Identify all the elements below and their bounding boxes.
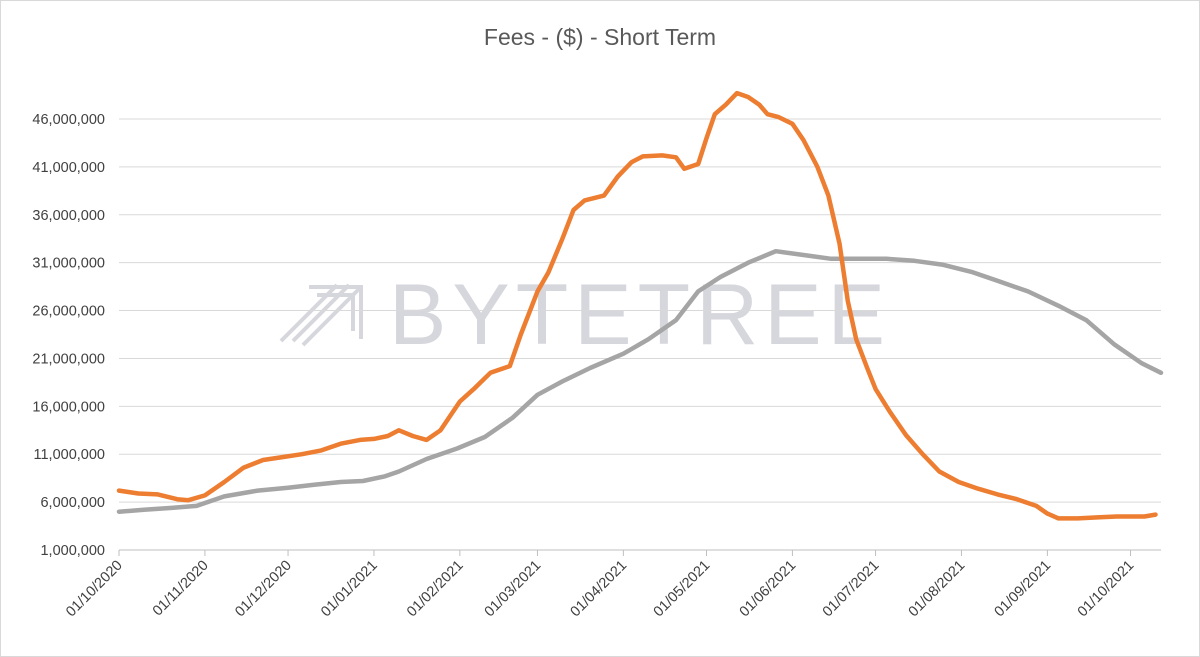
x-tick-label: 01/08/2021 <box>906 558 969 621</box>
x-tick-label: 01/03/2021 <box>482 558 545 621</box>
x-tick-label: 01/11/2020 <box>150 558 212 620</box>
y-tick-label: 16,000,000 <box>32 399 105 415</box>
watermark: BYTETREE <box>279 267 891 363</box>
x-tick-label: 01/10/2020 <box>63 558 126 621</box>
x-tick-label: 01/05/2021 <box>651 558 714 621</box>
bytetree-logo-icon <box>279 283 363 347</box>
x-axis-tick-labels: 01/10/2020 01/11/2020 01/12/2020 01/01/2021… <box>63 558 1137 621</box>
series-line-orange <box>116 90 1158 521</box>
series-line-grey <box>116 248 1164 514</box>
x-tick-label: 01/09/2021 <box>992 558 1055 621</box>
y-tick-label: 36,000,000 <box>32 208 105 224</box>
x-tick-label: 01/02/2021 <box>404 558 467 621</box>
x-tick-label: 01/06/2021 <box>737 558 800 621</box>
series-lines <box>116 90 1164 521</box>
x-tick-label: 01/07/2021 <box>820 558 883 621</box>
chart-title: Fees - ($) - Short Term <box>484 24 716 50</box>
x-tick-label: 01/04/2021 <box>568 558 631 621</box>
y-tick-label: 26,000,000 <box>32 304 105 320</box>
y-axis-tick-labels: 1,000,000 6,000,000 11,000,000 16,000,000 21… <box>32 112 105 559</box>
y-tick-label: 46,000,000 <box>32 112 105 128</box>
y-tick-label: 11,000,000 <box>34 447 106 463</box>
gridlines <box>119 118 1161 503</box>
y-tick-label: 1,000,000 <box>40 543 105 559</box>
y-tick-label: 31,000,000 <box>32 256 105 272</box>
x-tick-label: 01/01/2021 <box>318 558 381 621</box>
y-tick-label: 41,000,000 <box>32 160 105 176</box>
y-tick-label: 21,000,000 <box>32 351 105 367</box>
x-axis <box>118 549 1161 556</box>
x-tick-label: 01/10/2021 <box>1075 558 1138 621</box>
watermark-text: BYTETREE <box>389 267 891 363</box>
x-tick-label: 01/12/2020 <box>232 558 295 621</box>
y-tick-label: 6,000,000 <box>40 495 105 511</box>
